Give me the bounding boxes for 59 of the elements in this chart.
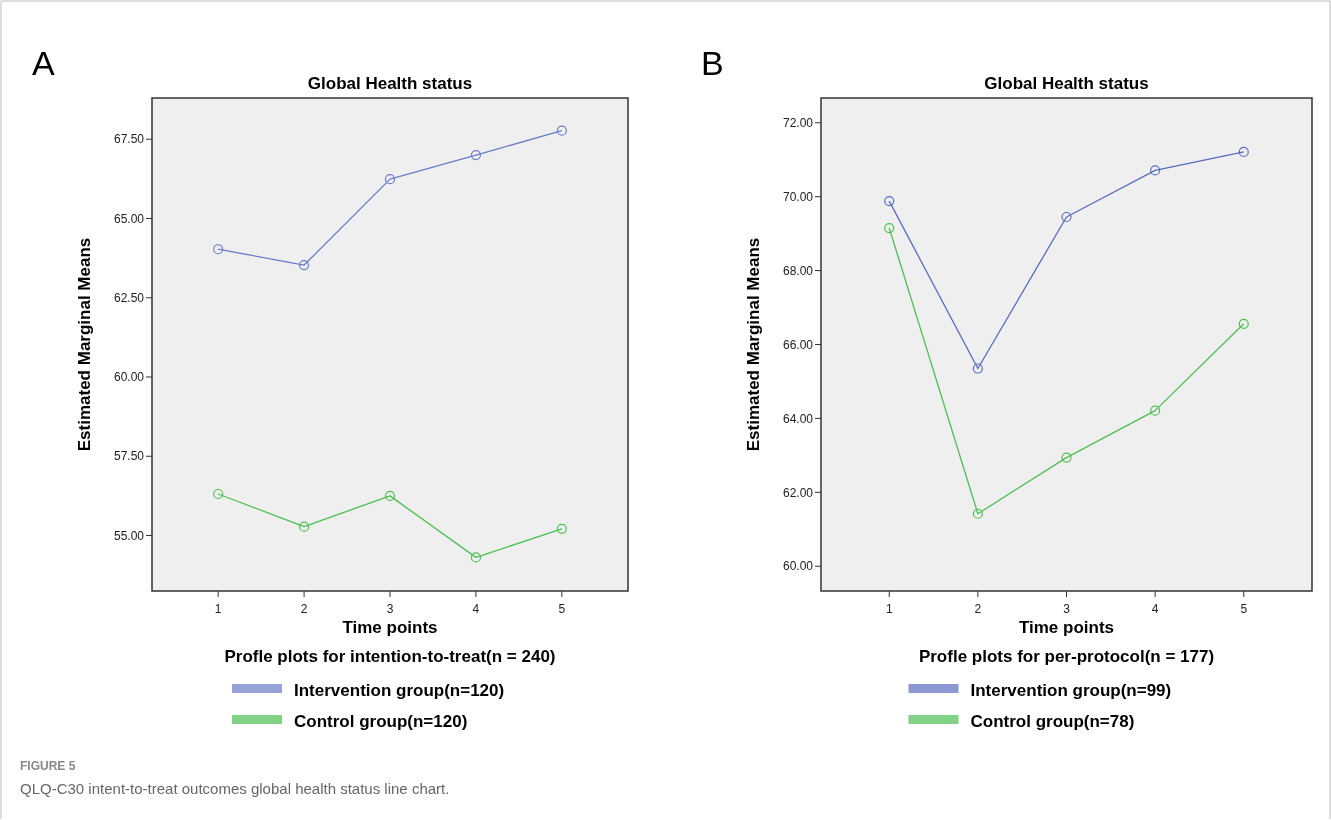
text: Profle plots for per-protocol(n = 177) <box>918 647 1215 666</box>
x-tick-label: 5 <box>558 602 566 616</box>
point <box>384 174 396 185</box>
legend-label: Intervention group(n=120) <box>294 681 505 700</box>
y-tick-label: 72.00 <box>782 115 814 130</box>
legend-label: Intervention group(n=99) <box>970 681 1172 700</box>
y-axis-title: Estimated Marginal Means <box>75 237 94 452</box>
legend-label: Control group(n=78) <box>970 712 1135 731</box>
x-tick-label: 1 <box>214 602 222 616</box>
x-axis-title: Time points <box>1018 618 1115 637</box>
y-tick-label: 64.00 <box>782 411 814 426</box>
y-tick-label: 62.00 <box>782 485 814 500</box>
chart-title: Global Health status <box>984 74 1149 93</box>
point <box>884 222 895 234</box>
point <box>298 521 310 532</box>
y-tick-label: 57.50 <box>113 449 145 464</box>
x-tick-label: 2 <box>974 602 982 616</box>
point <box>213 488 224 500</box>
point <box>298 259 310 271</box>
point <box>1061 211 1072 223</box>
y-tick-label: 68.00 <box>782 263 814 278</box>
point <box>556 125 567 136</box>
y-tick-label: 55.00 <box>113 528 145 543</box>
y-tick-label: 67.50 <box>113 132 145 147</box>
point <box>213 244 224 255</box>
y-tick-label: 62.50 <box>113 290 145 305</box>
caption: FIGURE 5 <box>20 759 76 773</box>
y-axis-title: Estimated Marginal Means <box>744 237 763 452</box>
chart-title: Global Health status <box>307 74 473 93</box>
text: QLQ-C30 intent-to-treat outcomes global health status line chart. <box>20 780 450 797</box>
x-tick-label: 1 <box>885 602 893 616</box>
x-tick-label: 3 <box>386 602 394 616</box>
point <box>470 552 482 563</box>
point <box>972 363 983 374</box>
point <box>384 490 396 501</box>
point <box>1150 165 1161 176</box>
y-tick-label: 60.00 <box>113 370 145 385</box>
point <box>470 149 482 161</box>
point <box>1061 452 1072 463</box>
point <box>1150 405 1161 416</box>
y-tick-label: 65.00 <box>113 211 145 226</box>
x-tick-label: 4 <box>1151 602 1159 616</box>
x-tick-label: 3 <box>1063 602 1071 616</box>
point <box>1238 318 1249 329</box>
text: A <box>32 44 55 82</box>
x-tick-label: 2 <box>300 602 308 616</box>
y-tick-label: 66.00 <box>782 337 814 352</box>
legend-label: Control group(n=120) <box>294 712 468 731</box>
point <box>556 523 567 534</box>
text: Profle plots for intention-to-treat(n = 240) <box>224 647 556 666</box>
y-tick-label: 70.00 <box>782 189 814 204</box>
point <box>1238 146 1249 158</box>
x-tick-label: 5 <box>1240 602 1248 616</box>
x-axis-title: Time points <box>342 618 438 637</box>
y-tick-label: 60.00 <box>782 559 814 574</box>
x-tick-label: 4 <box>472 602 480 616</box>
point <box>972 508 983 519</box>
text: B <box>701 44 724 82</box>
point <box>884 196 895 207</box>
